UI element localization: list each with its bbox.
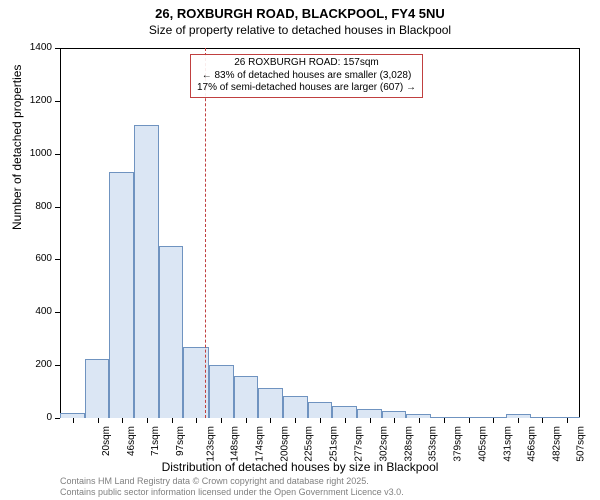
- x-tick-mark: [542, 418, 543, 423]
- x-tick-label: 482sqm: [552, 426, 563, 462]
- x-tick-mark: [98, 418, 99, 423]
- plot-region: 020040060080010001200140020sqm46sqm71sqm…: [60, 48, 580, 418]
- histogram-bar: [332, 406, 357, 418]
- x-tick-mark: [345, 418, 346, 423]
- x-tick-mark: [567, 418, 568, 423]
- y-tick-mark: [55, 154, 60, 155]
- y-tick-mark: [55, 48, 60, 49]
- x-tick-mark: [246, 418, 247, 423]
- x-tick-label: 353sqm: [427, 426, 438, 462]
- y-tick-mark: [55, 312, 60, 313]
- y-tick-label: 1000: [12, 148, 52, 159]
- x-tick-mark: [320, 418, 321, 423]
- y-tick-mark: [55, 365, 60, 366]
- chart-container: 26, ROXBURGH ROAD, BLACKPOOL, FY4 5NU Si…: [0, 0, 600, 500]
- y-tick-mark: [55, 418, 60, 419]
- histogram-bar: [85, 359, 109, 418]
- x-tick-label: 20sqm: [101, 426, 112, 456]
- y-tick-label: 400: [12, 306, 52, 317]
- histogram-bar: [159, 246, 183, 418]
- x-tick-mark: [493, 418, 494, 423]
- x-tick-label: 456sqm: [527, 426, 538, 462]
- x-tick-mark: [394, 418, 395, 423]
- histogram-bar: [357, 409, 382, 418]
- y-tick-label: 600: [12, 253, 52, 264]
- x-tick-mark: [147, 418, 148, 423]
- x-tick-mark: [270, 418, 271, 423]
- x-tick-mark: [419, 418, 420, 423]
- chart-subtitle: Size of property relative to detached ho…: [0, 21, 600, 37]
- x-tick-mark: [469, 418, 470, 423]
- axis-border: [60, 48, 580, 49]
- footer-line-1: Contains HM Land Registry data © Crown c…: [60, 476, 404, 487]
- x-tick-label: 200sqm: [280, 426, 291, 462]
- histogram-bar: [109, 172, 134, 418]
- axis-border: [60, 48, 61, 418]
- x-tick-label: 97sqm: [175, 426, 186, 456]
- footer-attribution: Contains HM Land Registry data © Crown c…: [60, 476, 404, 498]
- histogram-bar: [134, 125, 159, 418]
- x-tick-mark: [122, 418, 123, 423]
- x-tick-label: 405sqm: [478, 426, 489, 462]
- x-tick-label: 148sqm: [230, 426, 241, 462]
- annotation-line-3: 17% of semi-detached houses are larger (…: [197, 82, 416, 95]
- x-tick-label: 46sqm: [126, 426, 137, 456]
- x-tick-label: 431sqm: [503, 426, 514, 462]
- x-tick-mark: [196, 418, 197, 423]
- x-tick-mark: [221, 418, 222, 423]
- annotation-line-1: 26 ROXBURGH ROAD: 157sqm: [197, 57, 416, 70]
- histogram-bar: [283, 396, 308, 418]
- x-tick-label: 379sqm: [452, 426, 463, 462]
- x-tick-label: 225sqm: [304, 426, 315, 462]
- x-tick-mark: [73, 418, 74, 423]
- y-tick-mark: [55, 207, 60, 208]
- annotation-line-2: ← 83% of detached houses are smaller (3,…: [197, 70, 416, 83]
- footer-line-2: Contains public sector information licen…: [60, 487, 404, 498]
- histogram-bar: [308, 402, 332, 418]
- histogram-bar: [209, 365, 234, 418]
- y-tick-label: 0: [12, 412, 52, 423]
- x-tick-label: 71sqm: [150, 426, 161, 456]
- x-tick-mark: [172, 418, 173, 423]
- x-tick-label: 174sqm: [255, 426, 266, 462]
- x-tick-label: 251sqm: [329, 426, 340, 462]
- chart-area: 020040060080010001200140020sqm46sqm71sqm…: [60, 48, 580, 418]
- y-tick-label: 1400: [12, 42, 52, 53]
- histogram-bar: [234, 376, 258, 418]
- x-tick-mark: [518, 418, 519, 423]
- x-tick-label: 123sqm: [205, 426, 216, 462]
- histogram-bar: [382, 411, 406, 418]
- reference-line: [205, 48, 206, 418]
- y-tick-label: 800: [12, 201, 52, 212]
- x-tick-label: 302sqm: [378, 426, 389, 462]
- histogram-bar: [258, 388, 283, 418]
- x-tick-label: 507sqm: [576, 426, 587, 462]
- y-tick-label: 1200: [12, 95, 52, 106]
- x-axis-label: Distribution of detached houses by size …: [0, 460, 600, 474]
- y-tick-label: 200: [12, 359, 52, 370]
- x-tick-label: 277sqm: [354, 426, 365, 462]
- x-tick-label: 328sqm: [403, 426, 414, 462]
- x-tick-mark: [444, 418, 445, 423]
- x-tick-mark: [295, 418, 296, 423]
- chart-title: 26, ROXBURGH ROAD, BLACKPOOL, FY4 5NU: [0, 0, 600, 21]
- x-tick-mark: [370, 418, 371, 423]
- y-tick-mark: [55, 259, 60, 260]
- y-tick-mark: [55, 101, 60, 102]
- annotation-box: 26 ROXBURGH ROAD: 157sqm ← 83% of detach…: [190, 54, 423, 98]
- axis-border: [579, 48, 580, 418]
